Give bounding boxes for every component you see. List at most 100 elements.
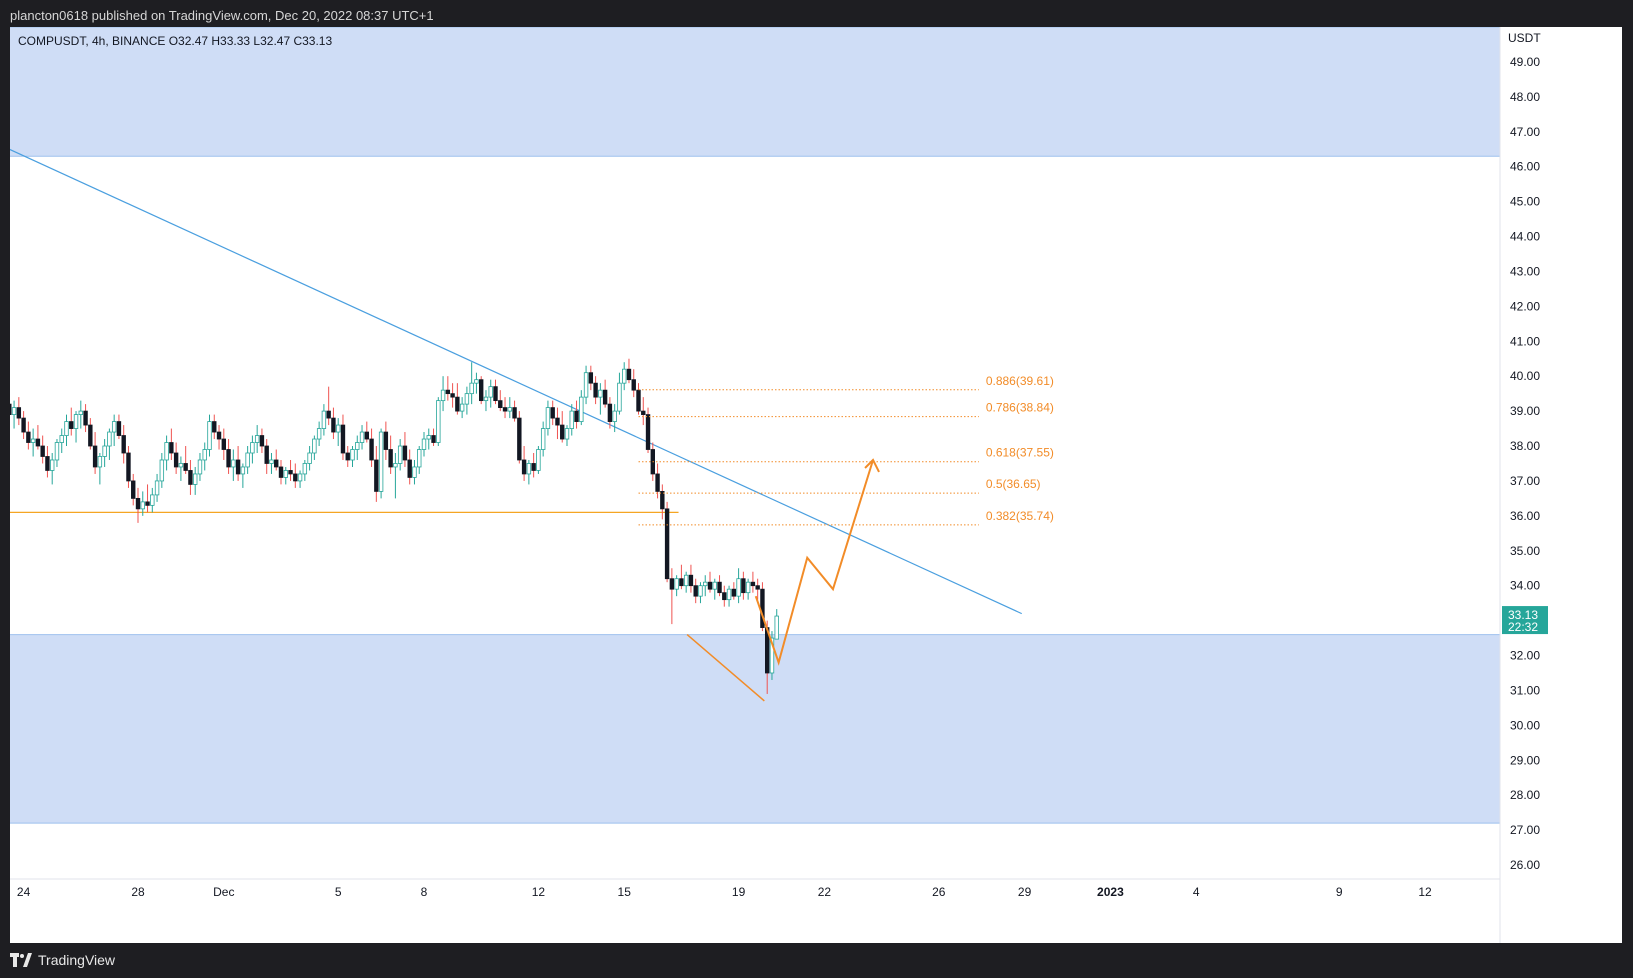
y-tick-label: 27.00: [1510, 823, 1540, 837]
candle-body: [679, 578, 684, 587]
candle-body: [97, 456, 103, 468]
fib-level-label: 0.5(36.65): [986, 477, 1041, 491]
candle-body: [231, 459, 236, 468]
candle-body: [183, 463, 188, 471]
candle-body: [645, 414, 651, 450]
candle-body: [150, 494, 155, 506]
candle-body: [436, 400, 441, 443]
y-tick-label: 35.00: [1510, 544, 1540, 558]
candle-body: [173, 452, 179, 468]
candle-body: [750, 581, 756, 587]
y-tick-label: 49.00: [1510, 55, 1540, 69]
candle-body: [154, 480, 160, 496]
candle-body: [250, 442, 255, 454]
tradingview-logo-icon: [10, 953, 32, 967]
candle-body: [622, 368, 627, 384]
candle-body: [483, 396, 489, 402]
x-tick-label: 2023: [1097, 885, 1124, 899]
candle-body: [73, 414, 79, 429]
price-chart[interactable]: 0.886(39.61) 0.786(38.84) 0.618(37.55) 0.5(…: [7, 26, 1622, 943]
candle-body: [107, 431, 112, 447]
y-tick-label: 34.00: [1510, 579, 1540, 593]
candle-body: [59, 435, 64, 443]
candle-body: [235, 459, 241, 475]
price-axis-bg: [1500, 27, 1622, 943]
bar-countdown: 22:32: [1508, 620, 1538, 634]
candle-body: [169, 442, 174, 454]
candle-body: [11, 407, 17, 415]
y-tick-label: 43.00: [1510, 264, 1540, 278]
y-tick-label: 47.00: [1510, 125, 1540, 139]
candle-body: [259, 435, 265, 447]
candle-body: [21, 417, 26, 433]
candle-body: [359, 431, 365, 443]
candle-body: [254, 435, 260, 443]
chart-frame: 0.886(39.61) 0.786(38.84) 0.618(37.55) 0.5(…: [7, 26, 1622, 943]
candle-body: [741, 578, 746, 594]
candle-body: [683, 574, 689, 587]
candle-body: [340, 424, 346, 454]
candle-body: [493, 386, 498, 402]
x-tick-label: 29: [1018, 885, 1032, 899]
candle-body: [474, 379, 479, 384]
candle-body: [297, 473, 303, 482]
candle-body: [78, 410, 83, 415]
candle-body: [540, 428, 546, 450]
candle-body: [312, 438, 317, 454]
y-tick-label: 45.00: [1510, 195, 1540, 209]
candle-body: [164, 442, 169, 461]
candle-body: [688, 574, 694, 587]
last-price-tag: [1502, 606, 1548, 635]
candle-body: [7, 403, 12, 415]
x-tick-label: 28: [131, 885, 145, 899]
demand-supply-zone: [10, 634, 1500, 824]
candle-body: [631, 379, 636, 391]
last-price-value: 33.13: [1508, 608, 1538, 622]
candle-body: [717, 581, 722, 594]
candle-body: [512, 407, 517, 419]
x-tick-label: 5: [335, 885, 342, 899]
tradingview-logo[interactable]: TradingView: [10, 952, 115, 968]
candle-body: [307, 452, 312, 464]
candle-body: [350, 449, 355, 461]
candle-body: [569, 410, 574, 429]
candle-body: [88, 424, 93, 447]
candle-body: [388, 449, 393, 468]
candle-body: [655, 473, 660, 492]
candle-body: [102, 445, 107, 457]
candle-body: [478, 379, 484, 402]
candle-body: [16, 407, 22, 419]
candle-body: [412, 466, 417, 478]
y-tick-label: 28.00: [1510, 788, 1540, 802]
candle-body: [26, 431, 31, 443]
candle-body: [703, 581, 708, 587]
y-tick-label: 42.00: [1510, 299, 1540, 313]
candle-body: [221, 438, 226, 450]
symbol-legend: COMPUSDT, 4h, BINANCE O32.47 H33.33 L32.…: [18, 34, 333, 48]
candle-body: [69, 421, 74, 429]
candle-body: [407, 459, 412, 478]
candle-body: [92, 445, 98, 468]
candle-body: [293, 473, 298, 482]
candle-body: [145, 501, 150, 506]
candle-body: [440, 389, 446, 402]
candle-body: [636, 389, 641, 412]
candle-body: [469, 382, 474, 395]
candle-body: [664, 508, 670, 580]
candle-body: [769, 637, 775, 674]
candle-body: [755, 585, 760, 590]
publisher-line: plancton0618 published on TradingView.co…: [10, 8, 434, 23]
candle-body: [288, 470, 293, 475]
candle-body: [598, 389, 603, 398]
candle-body: [316, 428, 322, 440]
candle-body: [131, 480, 136, 499]
candle-body: [593, 382, 598, 398]
candle-body: [579, 396, 584, 422]
candle-body: [521, 459, 527, 475]
candle-body: [126, 452, 131, 482]
candle-body: [455, 396, 460, 412]
x-tick-label: 8: [421, 885, 428, 899]
candle-body: [274, 459, 279, 468]
candle-body: [707, 581, 713, 590]
candle-body: [64, 421, 69, 436]
